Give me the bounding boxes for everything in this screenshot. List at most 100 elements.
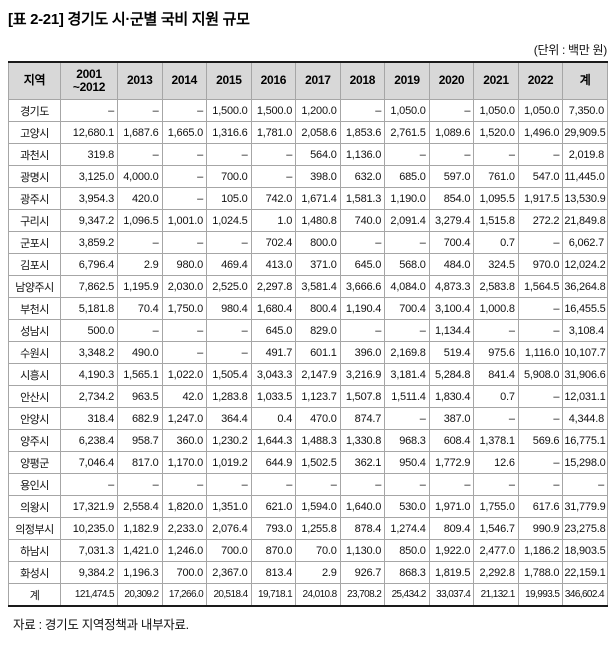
region-name: 광주시 (8, 187, 61, 210)
value-cell: 5,181.8 (60, 297, 118, 320)
value-cell: 1,671.4 (295, 187, 341, 210)
value-cell: 10,235.0 (60, 517, 118, 540)
table-row: 경기도 – – –1,500.0 1,500.0 1,200.0–1,050.0–1,05… (8, 99, 608, 122)
column-header: 2001 ~2012 (60, 61, 118, 100)
value-cell: 19,718.1 (250, 583, 297, 607)
region-name: 하남시 (8, 539, 61, 562)
value-cell: 963.5 (117, 385, 163, 408)
value-cell: 1,190.0 (384, 187, 430, 210)
value-cell: 3,108.4 (562, 319, 608, 342)
value-cell: 950.4 (384, 451, 430, 474)
value-cell: 12,031.1 (562, 385, 608, 408)
table-row: 광명시 3,125.0 4,000.0–700.0–398.0 632.0 685.0 5… (8, 165, 608, 188)
value-cell: 2.9 (295, 561, 341, 584)
value-cell: 1,186.2 (517, 539, 564, 562)
value-cell: 1,565.1 (117, 363, 163, 386)
value-cell: 4,084.0 (384, 275, 430, 298)
value-cell: – (384, 231, 430, 254)
value-cell: 700.4 (384, 297, 430, 320)
value-cell: – (161, 341, 208, 364)
value-cell: – (517, 473, 564, 496)
table-row: 김포시 6,796.4 2.9 980.0 469.4 413.0 371.0 645.0 56… (8, 253, 608, 276)
value-cell: – (339, 231, 386, 254)
value-cell: 6,796.4 (60, 253, 118, 276)
value-cell: 870.0 (250, 539, 297, 562)
value-cell: 2,734.2 (60, 385, 118, 408)
value-cell: 1,680.4 (250, 297, 297, 320)
value-cell: – (384, 473, 430, 496)
value-cell: 1,095.5 (473, 187, 519, 210)
value-cell: 1,196.3 (117, 561, 163, 584)
region-name: 광명시 (8, 165, 61, 188)
table-row: 광주시 3,954.3 420.0–105.0 742.0 1,671.4 1,581.3… (8, 187, 608, 210)
column-header: 2022 (517, 61, 564, 100)
value-cell: 3,581.4 (295, 275, 341, 298)
value-cell: 362.1 (339, 451, 386, 474)
value-cell: 868.3 (384, 561, 430, 584)
value-cell: 17,321.9 (60, 495, 118, 518)
value-cell: 1,316.6 (206, 121, 252, 144)
table-row: 구리시 9,347.2 1,096.5 1,001.0 1,024.5 1.0 1,480.… (8, 209, 608, 232)
value-cell: 608.4 (428, 429, 475, 452)
value-cell: 1,750.0 (161, 297, 208, 320)
column-header: 2013 (117, 61, 163, 100)
value-cell: 1,019.2 (206, 451, 252, 474)
value-cell: 1,050.0 (517, 99, 564, 122)
region-name: 과천시 (8, 143, 61, 166)
value-cell: – (517, 319, 564, 342)
value-cell: 20,518.4 (206, 583, 252, 607)
value-cell: 272.2 (517, 209, 564, 232)
value-cell: 1,788.0 (517, 561, 564, 584)
value-cell: 7,046.4 (60, 451, 118, 474)
value-cell: 12.6 (473, 451, 519, 474)
value-cell: 685.0 (384, 165, 430, 188)
value-cell: 682.9 (117, 407, 163, 430)
value-cell: – (384, 143, 430, 166)
value-cell: 2,233.0 (161, 517, 208, 540)
region-name: 시흥시 (8, 363, 61, 386)
value-cell: – (517, 231, 564, 254)
value-cell: 490.0 (117, 341, 163, 364)
value-cell: 793.0 (250, 517, 297, 540)
value-cell: 6,062.7 (562, 231, 608, 254)
value-cell: 1,971.0 (428, 495, 475, 518)
value-cell: 841.4 (473, 363, 519, 386)
value-cell: – (161, 165, 208, 188)
value-cell: 874.7 (339, 407, 386, 430)
value-cell: 500.0 (60, 319, 118, 342)
value-cell: 2.9 (117, 253, 163, 276)
table-row: 수원시 3,348.2 490.0– –491.7 601.1 396.0 2,169.8 5… (8, 341, 608, 364)
value-cell: 4,190.3 (60, 363, 118, 386)
value-cell: 621.0 (250, 495, 297, 518)
value-cell: 1,170.0 (161, 451, 208, 474)
value-cell: 3,100.4 (428, 297, 475, 320)
value-cell: 1,136.0 (339, 143, 386, 166)
table-body: 경기도 – – –1,500.0 1,500.0 1,200.0–1,050.0–1,05… (8, 99, 608, 607)
value-cell: 31,906.6 (562, 363, 608, 386)
region-name: 양주시 (8, 429, 61, 452)
value-cell: 990.9 (517, 517, 564, 540)
value-cell: 702.4 (250, 231, 297, 254)
value-cell: – (473, 319, 519, 342)
value-cell: 396.0 (339, 341, 386, 364)
value-cell: – (206, 231, 252, 254)
value-cell: 547.0 (517, 165, 564, 188)
region-name: 구리시 (8, 209, 61, 232)
value-cell: 700.0 (206, 165, 252, 188)
value-cell: – (250, 473, 297, 496)
region-name: 계 (8, 583, 61, 607)
value-cell: 568.0 (384, 253, 430, 276)
value-cell: 1,116.0 (517, 341, 564, 364)
value-cell: 2,525.0 (206, 275, 252, 298)
value-cell: 1,089.6 (428, 121, 475, 144)
value-cell: 16,455.5 (562, 297, 608, 320)
value-cell: 7,031.3 (60, 539, 118, 562)
value-cell: 2,292.8 (473, 561, 519, 584)
value-cell: – (339, 99, 386, 122)
value-cell: 19,993.5 (517, 583, 564, 607)
value-cell: – (161, 473, 208, 496)
region-name: 안양시 (8, 407, 61, 430)
value-cell: 1,853.6 (339, 121, 386, 144)
table-row: 의정부시 10,235.0 1,182.9 2,233.0 2,076.4 793.0 1,… (8, 517, 608, 540)
value-cell: – (384, 319, 430, 342)
